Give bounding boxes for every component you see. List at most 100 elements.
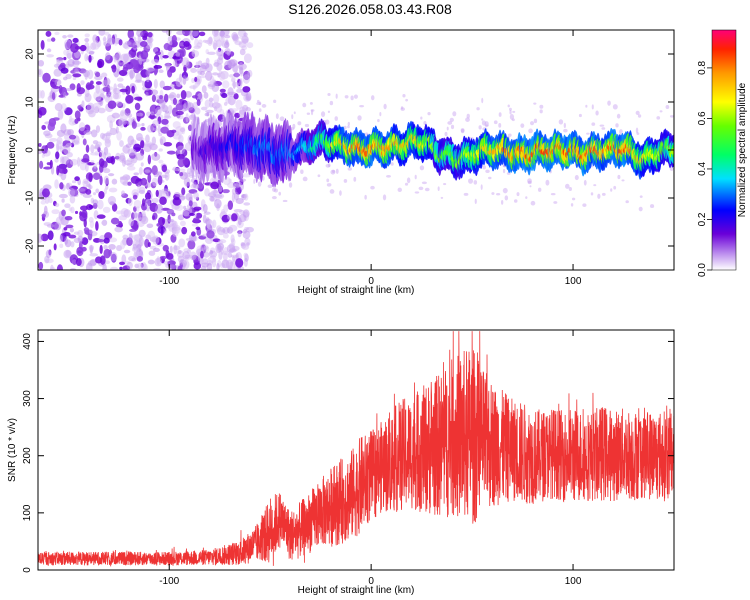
heatmap-noise-cell xyxy=(68,234,77,239)
heatmap-noise-cell xyxy=(166,150,176,155)
heatmap-noise-cell xyxy=(595,110,599,116)
heatmap-noise-cell xyxy=(132,234,141,241)
heatmap-noise-cell xyxy=(110,217,120,225)
heatmap-noise-cell xyxy=(67,34,74,38)
heatmap-noise-cell xyxy=(347,167,352,171)
heatmap-noise-cell xyxy=(199,75,206,79)
heatmap-noise-cell xyxy=(77,105,82,110)
heatmap-noise-cell xyxy=(41,124,47,131)
heatmap-noise-cell xyxy=(310,109,314,116)
heatmap-noise-cell xyxy=(65,73,72,80)
heatmap-noise-cell xyxy=(134,247,140,258)
heatmap-noise-cell xyxy=(111,64,117,73)
heatmap-noise-cell xyxy=(64,203,71,209)
heatmap-noise-cell xyxy=(222,80,230,89)
heatmap-noise-cell xyxy=(192,181,197,189)
heatmap-noise-cell xyxy=(267,184,273,189)
heatmap-noise-cell xyxy=(420,116,423,120)
heatmap-noise-cell xyxy=(38,90,43,99)
heatmap-noise-cell xyxy=(176,114,184,120)
heatmap-noise-cell xyxy=(155,203,164,214)
heatmap-noise-cell xyxy=(320,111,326,118)
heatmap-noise-cell xyxy=(72,76,77,81)
heatmap-noise-cell xyxy=(231,78,236,83)
heatmap-noise-cell xyxy=(218,186,223,192)
heatmap-noise-cell xyxy=(485,169,490,173)
heatmap-noise-cell xyxy=(211,83,220,93)
heatmap-noise-cell xyxy=(334,116,338,121)
heatmap-noise-cell xyxy=(222,233,229,239)
heatmap-noise-cell xyxy=(101,220,107,226)
snr-series-line xyxy=(38,331,674,567)
heatmap-noise-cell xyxy=(86,102,95,113)
heatmap-noise-cell xyxy=(136,256,144,262)
heatmap-noise-cell xyxy=(41,145,48,154)
heatmap-noise-cell xyxy=(66,152,73,158)
colorbar-tick-label: 0.8 xyxy=(697,61,708,75)
heatmap-noise-cell xyxy=(182,210,190,217)
heatmap-noise-cell xyxy=(509,110,512,115)
heatmap-noise-cell xyxy=(62,231,71,237)
heatmap-noise-cell xyxy=(168,223,176,232)
heatmap-noise-cell xyxy=(110,155,116,165)
snr-y-tick-label: 100 xyxy=(22,504,33,521)
heatmap-noise-cell xyxy=(141,123,145,127)
heatmap-noise-cell xyxy=(66,52,72,59)
heatmap-noise-cell xyxy=(257,181,262,187)
heatmap-noise-cell xyxy=(625,200,629,204)
heatmap-noise-cell xyxy=(95,221,99,231)
heatmap-noise-cell xyxy=(234,71,240,78)
heatmap-noise-cell xyxy=(327,92,331,96)
heatmap-noise-cell xyxy=(119,175,129,185)
heatmap-noise-cell xyxy=(74,110,81,120)
heatmap-noise-cell xyxy=(242,173,251,178)
heatmap-noise-cell xyxy=(246,42,254,49)
snr-y-label: SNR (10 * v/v) xyxy=(7,418,18,482)
heatmap-noise-cell xyxy=(92,102,101,111)
heatmap-noise-cell xyxy=(159,255,167,260)
heatmap-x-tick-label: 100 xyxy=(565,276,582,287)
heatmap-noise-cell xyxy=(70,42,79,53)
heatmap-noise-cell xyxy=(236,88,243,93)
heatmap-noise-cell xyxy=(81,100,85,108)
heatmap-noise-cell xyxy=(419,165,425,171)
heatmap-noise-cell xyxy=(530,121,535,126)
heatmap-noise-cell xyxy=(202,258,208,265)
heatmap-noise-cell xyxy=(83,218,87,228)
heatmap-noise-cell xyxy=(131,85,136,94)
heatmap-noise-cell xyxy=(232,183,241,189)
heatmap-noise-cell xyxy=(160,174,168,178)
heatmap-noise-cell xyxy=(481,97,484,104)
heatmap-noise-cell xyxy=(74,176,80,182)
snr-x-tick-label: 100 xyxy=(565,576,582,587)
heatmap-noise-cell xyxy=(50,165,55,175)
heatmap-noise-cell xyxy=(183,176,191,187)
heatmap-noise-cell xyxy=(204,99,211,108)
heatmap-noise-cell xyxy=(181,226,188,235)
heatmap-noise-cell xyxy=(539,104,544,109)
heatmap-noise-cell xyxy=(182,74,187,85)
heatmap-noise-cell xyxy=(242,38,249,43)
heatmap-noise-cell xyxy=(297,121,302,126)
heatmap-noise-cell xyxy=(482,165,486,170)
heatmap-noise-cell xyxy=(218,239,227,244)
heatmap-noise-cell xyxy=(191,201,198,209)
heatmap-noise-cell xyxy=(56,58,60,68)
heatmap-noise-cell xyxy=(181,187,186,196)
heatmap-noise-cell xyxy=(104,138,111,148)
heatmap-noise-cell xyxy=(172,97,178,106)
heatmap-noise-cell xyxy=(172,121,181,129)
heatmap-noise-cell xyxy=(189,212,195,216)
heatmap-noise-cell xyxy=(135,112,144,117)
heatmap-noise-cell xyxy=(89,220,95,229)
heatmap-noise-cell xyxy=(127,135,135,146)
heatmap-noise-cell xyxy=(204,112,210,117)
heatmap-noise-cell xyxy=(210,190,220,195)
heatmap-noise-cell xyxy=(46,141,55,149)
heatmap-noise-cell xyxy=(54,202,60,208)
heatmap-noise-cell xyxy=(207,51,216,55)
heatmap-noise-cell xyxy=(239,178,247,182)
heatmap-noise-cell xyxy=(55,151,60,160)
heatmap-noise-cell xyxy=(533,118,538,124)
heatmap-noise-cell xyxy=(95,188,100,194)
